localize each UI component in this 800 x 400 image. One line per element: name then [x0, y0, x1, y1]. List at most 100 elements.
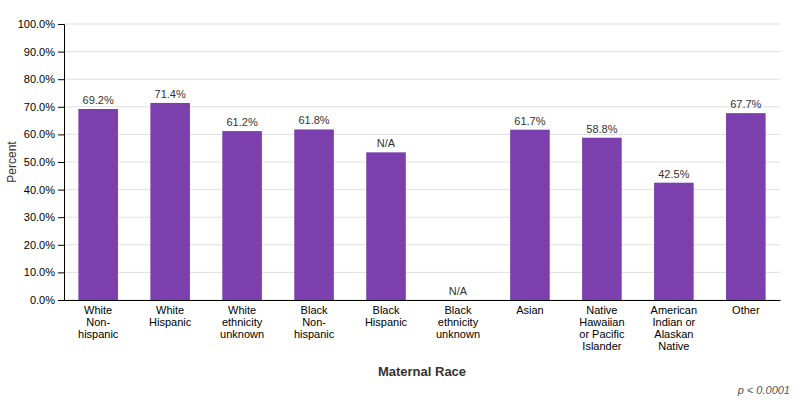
- bars: [78, 103, 765, 300]
- x-tick-label-line: ethnicity: [438, 316, 479, 328]
- y-tick-mark: [58, 245, 64, 246]
- bar: [222, 131, 262, 300]
- x-axis-line: [65, 300, 781, 301]
- x-tick-label: Blackethnicityunknown: [436, 304, 480, 340]
- x-tick: BlackNon-hispanic: [294, 300, 335, 340]
- bar: [582, 138, 622, 300]
- x-tick-label-line: Alaskan: [654, 328, 693, 340]
- x-tick: Blackethnicityunknown: [436, 300, 480, 340]
- x-tick-label-line: Black: [445, 304, 472, 316]
- x-tick: BlackHispanic: [365, 300, 408, 328]
- y-tick-mark: [58, 24, 64, 25]
- x-tick-label: Whiteethnicityunknown: [220, 304, 264, 340]
- y-tick-label: 30.0%: [24, 211, 55, 223]
- x-tick-label-line: ethnicity: [222, 316, 263, 328]
- x-axis: WhiteNon-hispanicWhiteHispanicWhiteethni…: [65, 300, 781, 352]
- x-tick-label-line: American: [651, 304, 697, 316]
- x-tick-label-line: Non-: [302, 316, 326, 328]
- x-tick-label-line: White: [228, 304, 256, 316]
- x-tick: Other: [732, 300, 760, 316]
- data-label: 71.4%: [155, 88, 186, 100]
- x-tick-label-line: Black: [373, 304, 400, 316]
- x-tick-label-line: Black: [301, 304, 328, 316]
- data-label: 67.7%: [730, 98, 761, 110]
- y-tick-label: 0.0%: [30, 294, 55, 306]
- y-tick-mark: [58, 300, 64, 301]
- x-tick-label-line: Native: [658, 340, 689, 352]
- y-tick-label: 40.0%: [24, 184, 55, 196]
- bar: [78, 109, 118, 300]
- x-tick-label: AmericanIndian orAlaskanNative: [651, 304, 697, 352]
- annotation: p < 0.0001: [737, 384, 790, 396]
- y-tick-label: 50.0%: [24, 156, 55, 168]
- bar: [366, 152, 406, 300]
- x-tick-label-line: Hispanic: [365, 316, 408, 328]
- y-tick-mark: [58, 190, 64, 191]
- x-tick-label-line: White: [84, 304, 112, 316]
- x-tick-label-line: Islander: [582, 340, 621, 352]
- bar: [726, 113, 766, 300]
- x-tick: Whiteethnicityunknown: [220, 300, 264, 340]
- x-tick: AmericanIndian orAlaskanNative: [651, 300, 697, 352]
- grid: [64, 24, 780, 300]
- data-labels: 69.2%71.4%61.2%61.8%N/AN/A61.7%58.8%42.5…: [83, 88, 762, 297]
- x-tick-label-line: unknown: [220, 328, 264, 340]
- x-tick-label: NativeHawaiianor PacificIslander: [579, 304, 625, 352]
- y-tick: 50.0%: [24, 156, 64, 168]
- x-tick-label-line: Indian or: [652, 316, 695, 328]
- y-tick-mark: [58, 107, 64, 108]
- x-tick: WhiteHispanic: [149, 300, 192, 328]
- y-tick-mark: [58, 272, 64, 273]
- y-tick-mark: [58, 79, 64, 80]
- x-axis-title: Maternal Race: [378, 364, 466, 379]
- data-label: N/A: [377, 137, 396, 149]
- y-tick-label: 90.0%: [24, 46, 55, 58]
- x-tick-label-line: unknown: [436, 328, 480, 340]
- data-label: 58.8%: [586, 123, 617, 135]
- x-tick-label-line: Hawaiian: [579, 316, 624, 328]
- y-tick: 0.0%: [30, 294, 64, 306]
- y-tick-label: 100.0%: [18, 18, 56, 30]
- x-tick-label-line: hispanic: [78, 328, 119, 340]
- x-tick-label: BlackHispanic: [365, 304, 408, 328]
- bar: [294, 129, 334, 300]
- bar: [654, 183, 694, 300]
- x-tick: Asian: [516, 300, 544, 316]
- x-tick-label: WhiteNon-hispanic: [78, 304, 119, 340]
- plot: 0.0% 10.0% 20.0% 30.0% 40.0% 50.0% 60.0% 70.0% 8…: [18, 18, 781, 352]
- data-label: 61.2%: [226, 116, 257, 128]
- y-tick: 10.0%: [24, 266, 64, 278]
- y-tick-label: 10.0%: [24, 266, 55, 278]
- x-tick-label-line: Other: [732, 304, 760, 316]
- y-axis-line: [58, 25, 65, 301]
- chart: 0.0% 10.0% 20.0% 30.0% 40.0% 50.0% 60.0% 70.0% 8…: [0, 0, 800, 400]
- x-tick-label-line: Non-: [86, 316, 110, 328]
- x-tick-label-line: Native: [586, 304, 617, 316]
- grid-line: [64, 24, 780, 25]
- y-tick: 90.0%: [24, 46, 64, 58]
- x-tick-label-line: hispanic: [294, 328, 335, 340]
- y-tick-label: 20.0%: [24, 239, 55, 251]
- bar: [510, 130, 550, 300]
- x-tick: WhiteNon-hispanic: [78, 300, 119, 340]
- y-tick: 80.0%: [24, 73, 64, 85]
- x-tick-label-line: White: [156, 304, 184, 316]
- y-tick: 20.0%: [24, 239, 64, 251]
- y-tick-label: 60.0%: [24, 128, 55, 140]
- y-tick-mark: [58, 52, 64, 53]
- y-axis: 0.0% 10.0% 20.0% 30.0% 40.0% 50.0% 60.0% 70.0% 8…: [18, 18, 65, 306]
- data-label: 61.7%: [514, 115, 545, 127]
- data-label: N/A: [449, 285, 468, 297]
- x-tick-label-line: Asian: [516, 304, 544, 316]
- y-tick: 70.0%: [24, 101, 64, 113]
- x-tick-label-line: Hispanic: [149, 316, 192, 328]
- y-tick: 30.0%: [24, 211, 64, 223]
- data-label: 61.8%: [298, 114, 329, 126]
- y-axis-title: Percent: [5, 141, 19, 183]
- y-tick-mark: [58, 162, 64, 163]
- bar: [438, 300, 478, 301]
- x-tick-label: BlackNon-hispanic: [294, 304, 335, 340]
- x-tick-label: Asian: [516, 304, 544, 316]
- bar: [150, 103, 190, 300]
- y-tick-mark: [58, 217, 64, 218]
